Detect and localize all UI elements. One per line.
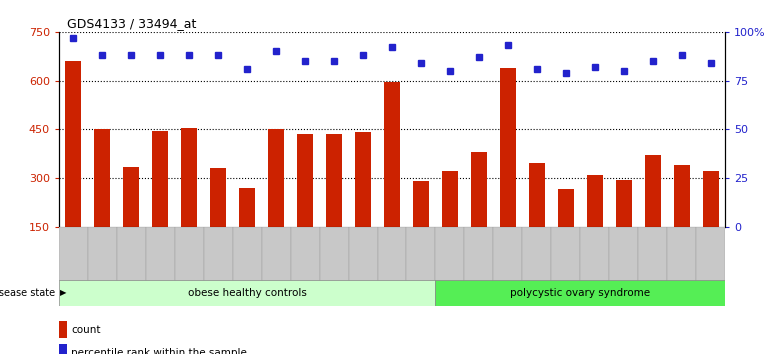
Bar [673, 165, 690, 275]
Bar [609, 227, 638, 281]
Bar [493, 227, 522, 281]
Bar [59, 344, 67, 354]
Bar [667, 227, 696, 281]
Text: ▶: ▶ [60, 289, 67, 297]
Bar [233, 227, 262, 281]
Bar [551, 227, 580, 281]
Text: GDS4133 / 33494_at: GDS4133 / 33494_at [67, 17, 196, 30]
Text: count: count [71, 325, 101, 335]
Bar [384, 82, 400, 275]
Bar [464, 227, 493, 281]
Bar [123, 166, 140, 275]
Bar [291, 227, 320, 281]
Bar [59, 321, 67, 338]
Bar [702, 171, 719, 275]
Bar [210, 168, 226, 275]
Bar [146, 227, 175, 281]
Bar [471, 152, 487, 275]
Text: percentile rank within the sample: percentile rank within the sample [71, 348, 247, 354]
Bar [413, 181, 429, 275]
Bar [59, 280, 435, 306]
Bar [326, 134, 342, 275]
Bar [529, 163, 545, 275]
Bar [320, 227, 349, 281]
Bar [378, 227, 406, 281]
Bar [117, 227, 146, 281]
Bar [262, 227, 291, 281]
Bar [696, 227, 725, 281]
Bar [522, 227, 551, 281]
Bar [580, 227, 609, 281]
Bar [59, 227, 88, 281]
Bar [349, 227, 378, 281]
Bar [355, 132, 371, 275]
Bar [175, 227, 204, 281]
Bar [558, 189, 574, 275]
Bar [615, 179, 632, 275]
Bar [297, 134, 313, 275]
Bar [94, 129, 111, 275]
Bar [638, 227, 667, 281]
Bar [152, 131, 169, 275]
Text: polycystic ovary syndrome: polycystic ovary syndrome [510, 288, 651, 298]
Bar [442, 171, 458, 275]
Bar [268, 129, 284, 275]
Bar [406, 227, 435, 281]
Bar [239, 188, 255, 275]
Text: disease state: disease state [0, 288, 55, 298]
Text: obese healthy controls: obese healthy controls [187, 288, 307, 298]
Bar [435, 280, 725, 306]
Bar [204, 227, 233, 281]
Bar [435, 227, 464, 281]
Bar [500, 68, 516, 275]
Bar [587, 175, 603, 275]
Bar [181, 127, 197, 275]
Bar [65, 61, 82, 275]
Bar [644, 155, 661, 275]
Bar [88, 227, 117, 281]
